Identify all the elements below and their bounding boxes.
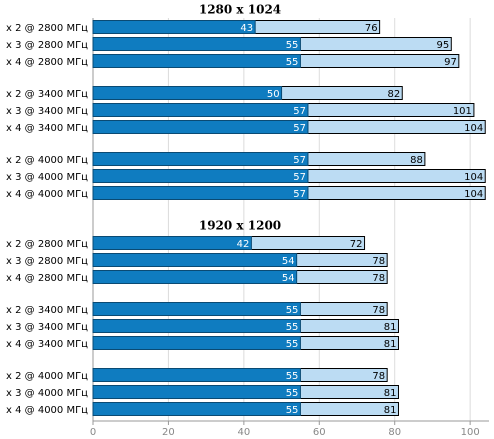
x-tick-label: 80 [388, 427, 401, 438]
bar [92, 385, 301, 399]
value-label: 54 [282, 273, 295, 284]
y-tick-label: x 3 @ 3400 МГц [6, 322, 88, 333]
y-tick-label: x 3 @ 2800 МГц [6, 40, 88, 51]
value-label: 55 [286, 305, 299, 316]
value-label: 55 [286, 371, 299, 382]
bar [92, 270, 298, 284]
bar [92, 236, 252, 250]
value-label: 104 [464, 172, 483, 183]
value-label: 57 [293, 106, 306, 117]
y-tick-label: x 2 @ 2800 МГц [6, 239, 88, 250]
value-label: 57 [293, 123, 306, 134]
y-tick-label: x 4 @ 3400 МГц [6, 339, 88, 350]
bar [92, 120, 309, 134]
panel-title: 1280 x 1024 [199, 3, 281, 17]
x-tick-label: 0 [90, 427, 96, 438]
bar [92, 253, 298, 267]
value-label: 78 [372, 371, 385, 382]
y-tick-label: x 4 @ 4000 МГц [6, 189, 88, 200]
y-tick-label: x 2 @ 3400 МГц [6, 305, 88, 316]
bar [92, 20, 256, 34]
value-label: 82 [388, 89, 401, 100]
value-label: 57 [293, 189, 306, 200]
y-tick-label: x 2 @ 4000 МГц [6, 371, 88, 382]
bar [92, 37, 301, 51]
y-tick-label: x 4 @ 2800 МГц [6, 273, 88, 284]
bar [92, 169, 309, 183]
value-label: 81 [384, 339, 397, 350]
value-label: 50 [267, 89, 280, 100]
bar [92, 302, 301, 316]
value-label: 43 [240, 23, 253, 34]
bar [92, 319, 301, 333]
value-label: 81 [384, 388, 397, 399]
bar [92, 336, 301, 350]
y-tick-label: x 2 @ 4000 МГц [6, 155, 88, 166]
y-tick-label: x 4 @ 4000 МГц [6, 405, 88, 416]
value-label: 78 [372, 256, 385, 267]
value-label: 55 [286, 57, 299, 68]
x-tick-label: 40 [237, 427, 250, 438]
value-label: 54 [282, 256, 295, 267]
bar [92, 368, 301, 382]
value-label: 104 [464, 189, 483, 200]
value-label: 78 [372, 305, 385, 316]
value-label: 104 [464, 123, 483, 134]
x-tick-label: 100 [461, 427, 480, 438]
value-label: 57 [293, 155, 306, 166]
value-label: 78 [372, 273, 385, 284]
value-label: 55 [286, 405, 299, 416]
y-tick-label: x 3 @ 3400 МГц [6, 106, 88, 117]
value-label: 55 [286, 339, 299, 350]
y-tick-label: x 3 @ 4000 МГц [6, 172, 88, 183]
value-label: 101 [453, 106, 472, 117]
bar [92, 402, 301, 416]
panel-title: 1920 x 1200 [199, 219, 281, 233]
y-tick-label: x 2 @ 2800 МГц [6, 23, 88, 34]
bar [92, 152, 309, 166]
value-label: 55 [286, 40, 299, 51]
bar [92, 186, 309, 200]
y-tick-label: x 4 @ 2800 МГц [6, 57, 88, 68]
bar [92, 86, 283, 100]
value-label: 88 [410, 155, 423, 166]
value-label: 81 [384, 322, 397, 333]
y-tick-label: x 4 @ 3400 МГц [6, 123, 88, 134]
x-tick-label: 20 [162, 427, 175, 438]
value-label: 81 [384, 405, 397, 416]
value-label: 95 [437, 40, 450, 51]
value-label: 97 [444, 57, 457, 68]
x-tick-label: 60 [313, 427, 326, 438]
value-label: 55 [286, 322, 299, 333]
bar [92, 103, 309, 117]
value-label: 55 [286, 388, 299, 399]
bar [92, 54, 301, 68]
y-tick-label: x 3 @ 4000 МГц [6, 388, 88, 399]
value-label: 57 [293, 172, 306, 183]
y-tick-label: x 3 @ 2800 МГц [6, 256, 88, 267]
value-label: 72 [350, 239, 363, 250]
y-tick-label: x 2 @ 3400 МГц [6, 89, 88, 100]
value-label: 76 [365, 23, 378, 34]
value-label: 42 [237, 239, 250, 250]
